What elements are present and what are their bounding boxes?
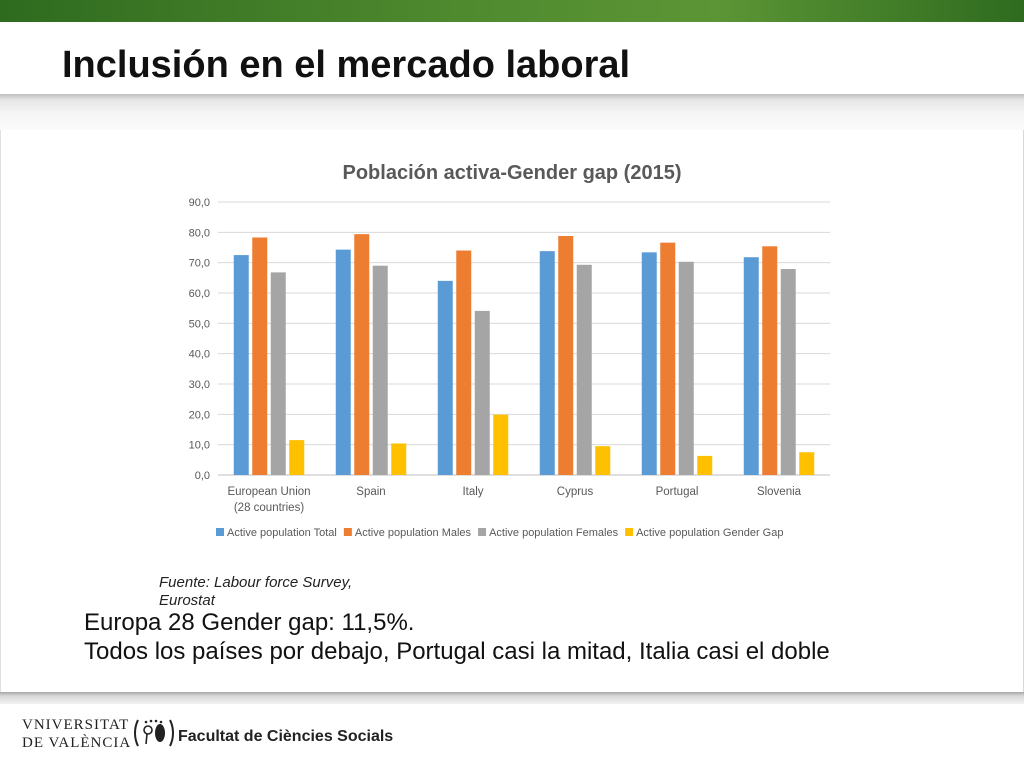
x-category-label: Cyprus bbox=[557, 486, 594, 498]
bar bbox=[697, 455, 713, 475]
x-axis-category-labels: European Union (28 countries) Spain Italy Cy… bbox=[227, 486, 801, 514]
x-category-label: European Union bbox=[227, 486, 310, 498]
bar bbox=[799, 452, 815, 475]
y-tick-label: 60,0 bbox=[189, 288, 210, 300]
bar bbox=[335, 249, 351, 475]
legend-label: Active population Total bbox=[227, 527, 337, 539]
y-tick-label: 80,0 bbox=[189, 227, 210, 239]
gender-gap-bar-chart: Población activa-Gender gap (2015) 0,0 10… bbox=[189, 162, 830, 539]
faculty-name: Facultat de Ciències Socials bbox=[178, 728, 394, 745]
bar bbox=[391, 443, 407, 475]
bar bbox=[354, 234, 370, 475]
university-name-line-2: DE VALÈNCIA bbox=[22, 735, 132, 751]
bar bbox=[660, 242, 676, 475]
x-category-label: Portugal bbox=[656, 486, 699, 498]
legend-label: Active population Gender Gap bbox=[636, 527, 783, 539]
summary-text: Europa 28 Gender gap: 11,5%. Todos los p… bbox=[84, 608, 830, 666]
y-tick-label: 0,0 bbox=[195, 470, 210, 482]
y-tick-label: 20,0 bbox=[189, 409, 210, 421]
footer-shadow bbox=[0, 692, 1024, 704]
gridlines bbox=[218, 201, 830, 476]
legend-swatch bbox=[216, 528, 224, 536]
summary-line-2: Todos los países por debajo, Portugal ca… bbox=[84, 638, 830, 665]
bar-series bbox=[233, 234, 815, 475]
chart-legend: Active population Total Active population… bbox=[216, 527, 783, 539]
bar bbox=[252, 237, 268, 475]
bar bbox=[780, 269, 796, 475]
bar bbox=[289, 440, 305, 475]
y-axis-tick-labels: 0,0 10,0 20,0 30,0 40,0 50,0 60,0 70,0 80,0 90,0 bbox=[189, 197, 210, 482]
bar bbox=[558, 235, 574, 475]
bar bbox=[539, 251, 555, 475]
bar bbox=[595, 446, 611, 475]
bar bbox=[762, 246, 778, 475]
slide-title: Inclusión en el mercado laboral bbox=[62, 44, 631, 86]
bar bbox=[678, 261, 694, 475]
y-tick-label: 90,0 bbox=[189, 197, 210, 209]
bar bbox=[372, 265, 388, 475]
legend-swatch bbox=[343, 528, 352, 536]
x-category-label: Spain bbox=[356, 486, 385, 498]
title-underband bbox=[0, 94, 1024, 130]
legend-label: Active population Males bbox=[355, 527, 472, 539]
y-tick-label: 50,0 bbox=[189, 318, 210, 330]
x-category-label: Slovenia bbox=[757, 486, 802, 498]
bar bbox=[474, 310, 490, 475]
summary-line-1: Europa 28 Gender gap: 11,5%. bbox=[84, 609, 415, 636]
bar bbox=[743, 257, 759, 475]
bar bbox=[493, 414, 509, 475]
bar bbox=[456, 250, 472, 475]
y-tick-label: 10,0 bbox=[189, 440, 210, 452]
legend-swatch bbox=[478, 528, 487, 536]
x-category-label: (28 countries) bbox=[234, 502, 304, 514]
y-tick-label: 40,0 bbox=[189, 349, 210, 361]
y-tick-label: 70,0 bbox=[189, 258, 210, 270]
source-note: Fuente: Labour force Survey, Eurostat bbox=[159, 574, 353, 609]
x-category-label: Italy bbox=[462, 486, 483, 498]
bar bbox=[576, 264, 592, 475]
top-color-bar bbox=[0, 0, 1024, 22]
chart-title: Población activa-Gender gap (2015) bbox=[343, 162, 682, 184]
y-tick-label: 30,0 bbox=[189, 379, 210, 391]
university-logo-icon bbox=[134, 719, 174, 747]
bar bbox=[437, 280, 453, 475]
legend-label: Active population Females bbox=[489, 527, 619, 539]
bar bbox=[233, 255, 249, 475]
bar bbox=[641, 252, 657, 475]
legend-swatch bbox=[625, 528, 634, 536]
university-name: VNIVERSITAT DE VALÈNCIA bbox=[22, 716, 131, 752]
university-name-line-1: VNIVERSITAT bbox=[22, 717, 130, 733]
title-band bbox=[0, 22, 1024, 94]
bar bbox=[270, 272, 286, 475]
